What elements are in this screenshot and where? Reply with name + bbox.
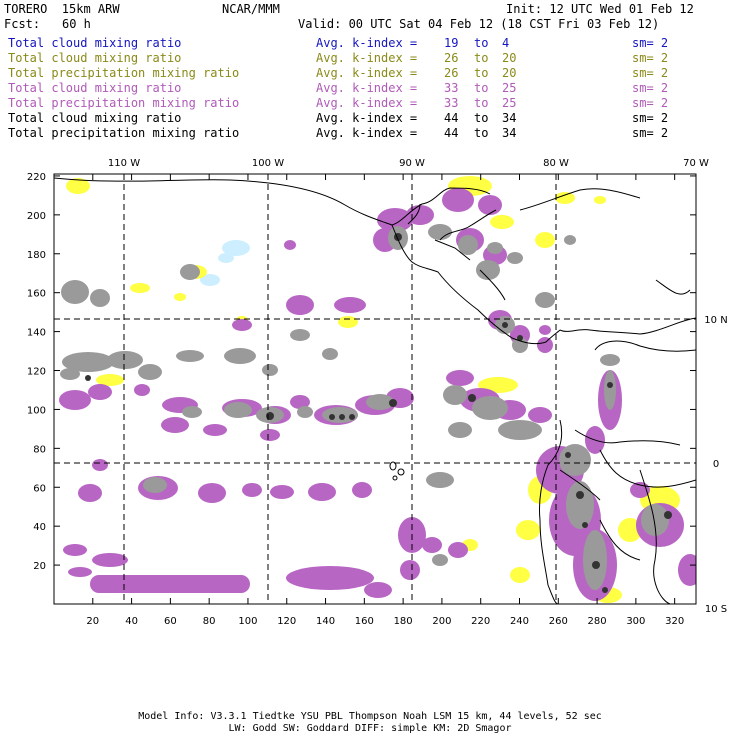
legend-field-name: Total precipitation mixing ratio xyxy=(8,66,240,80)
x-tick-label: 200 xyxy=(432,616,451,627)
x-tick-label: 100 xyxy=(238,616,257,627)
coastlines xyxy=(54,177,696,604)
x-tick-label: 280 xyxy=(588,616,607,627)
x-tick-label: 60 xyxy=(164,616,177,627)
y-tick-label: 100 xyxy=(27,405,46,416)
legend-kindex-low: 25 xyxy=(502,96,517,110)
x-tick-label: 260 xyxy=(549,616,568,627)
legend-field-name: Total precipitation mixing ratio xyxy=(8,126,240,140)
legend-kindex-high: 19 xyxy=(444,36,459,50)
lat-lon-grid xyxy=(54,174,696,604)
organization-label: NCAR/MMM xyxy=(222,2,280,16)
y-tick-label: 160 xyxy=(27,289,46,300)
y-tick-label: 20 xyxy=(33,561,46,572)
x-tick-label: 120 xyxy=(277,616,296,627)
legend-kindex-high: 26 xyxy=(444,51,459,65)
legend-kindex-low: 25 xyxy=(502,81,517,95)
axis-ticks xyxy=(54,174,696,604)
legend-smoothing: sm= 2 xyxy=(632,111,669,125)
x-tick-label: 240 xyxy=(510,616,529,627)
latitude-label: 0 xyxy=(713,459,719,470)
legend-to: to xyxy=(474,36,489,50)
x-tick-label: 320 xyxy=(665,616,684,627)
dark-core-layer xyxy=(85,233,672,593)
x-tick-label: 140 xyxy=(316,616,335,627)
y-tick-label: 200 xyxy=(27,211,46,222)
longitude-label: 90 W xyxy=(399,158,425,169)
init-time: Init: 12 UTC Wed 01 Feb 12 xyxy=(506,2,694,16)
legend-field-name: Total cloud mixing ratio xyxy=(8,81,182,95)
model-info-line1: Model Info: V3.3.1 Tiedtke YSU PBL Thomp… xyxy=(138,711,602,722)
valid-time: Valid: 00 UTC Sat 04 Feb 12 (18 CST Fri … xyxy=(298,17,660,31)
y-tick-label: 180 xyxy=(27,250,46,261)
legend-field-name: Total cloud mixing ratio xyxy=(8,51,182,65)
x-tick-label: 300 xyxy=(626,616,645,627)
blue-cloud-layer xyxy=(200,240,250,286)
legend-kindex-low: 20 xyxy=(502,66,517,80)
y-tick-label: 40 xyxy=(33,522,46,533)
legend-kindex-label: Avg. k-index = xyxy=(316,111,418,125)
x-tick-label: 160 xyxy=(355,616,374,627)
legend-kindex-high: 26 xyxy=(444,66,459,80)
forecast-hours: 60 h xyxy=(62,17,91,31)
map-field xyxy=(54,174,696,604)
x-tick-label: 180 xyxy=(394,616,413,627)
map-frame xyxy=(53,173,697,605)
legend-to: to xyxy=(474,81,489,95)
latitude-label: 10 S xyxy=(705,604,727,615)
legend-to: to xyxy=(474,126,489,140)
x-tick-label: 220 xyxy=(471,616,490,627)
legend-kindex-low: 4 xyxy=(502,36,510,50)
y-tick-label: 60 xyxy=(33,483,46,494)
legend-kindex-high: 33 xyxy=(444,81,459,95)
y-tick-label: 220 xyxy=(27,172,46,183)
legend-kindex-label: Avg. k-index = xyxy=(316,81,418,95)
legend-to: to xyxy=(474,111,489,125)
legend-kindex-low: 34 xyxy=(502,111,517,125)
y-tick-label: 80 xyxy=(33,444,46,455)
model-title: TORERO 15km ARW xyxy=(4,2,120,16)
longitude-label: 80 W xyxy=(543,158,569,169)
forecast-label: Fcst: xyxy=(4,17,41,31)
legend-kindex-label: Avg. k-index = xyxy=(316,36,418,50)
legend-kindex-label: Avg. k-index = xyxy=(316,66,418,80)
y-tick-label: 140 xyxy=(27,328,46,339)
legend-kindex-low: 34 xyxy=(502,126,517,140)
latitude-label: 10 N xyxy=(704,315,727,326)
legend-to: to xyxy=(474,66,489,80)
legend-kindex-label: Avg. k-index = xyxy=(316,126,418,140)
legend-kindex-label: Avg. k-index = xyxy=(316,96,418,110)
legend-kindex-high: 44 xyxy=(444,111,459,125)
x-tick-label: 20 xyxy=(86,616,99,627)
legend-to: to xyxy=(474,51,489,65)
longitude-label: 70 W xyxy=(683,158,709,169)
legend-smoothing: sm= 2 xyxy=(632,96,669,110)
legend-field-name: Total precipitation mixing ratio xyxy=(8,96,240,110)
model-info-line2: LW: Godd SW: Goddard DIFF: simple KM: 2D… xyxy=(228,723,512,734)
legend-kindex-high: 44 xyxy=(444,126,459,140)
legend-to: to xyxy=(474,96,489,110)
galapagos-islands xyxy=(389,461,405,481)
legend-kindex-high: 33 xyxy=(444,96,459,110)
axis-labels: 20 40 60 80 100 120 140 160 180 200 220 20 40 60 80 100… xyxy=(27,158,728,627)
legend-smoothing: sm= 2 xyxy=(632,51,669,65)
legend-field-name: Total cloud mixing ratio xyxy=(8,111,182,125)
legend-field-name: Total cloud mixing ratio xyxy=(8,36,182,50)
legend-kindex-low: 20 xyxy=(502,51,517,65)
y-tick-label: 120 xyxy=(27,367,46,378)
legend-kindex-label: Avg. k-index = xyxy=(316,51,418,65)
legend-smoothing: sm= 2 xyxy=(632,81,669,95)
x-tick-label: 80 xyxy=(203,616,216,627)
x-tick-label: 40 xyxy=(125,616,138,627)
legend-smoothing: sm= 2 xyxy=(632,66,669,80)
legend-smoothing: sm= 2 xyxy=(632,126,669,140)
legend-smoothing: sm= 2 xyxy=(632,36,669,50)
longitude-label: 100 W xyxy=(252,158,284,169)
longitude-label: 110 W xyxy=(108,158,140,169)
